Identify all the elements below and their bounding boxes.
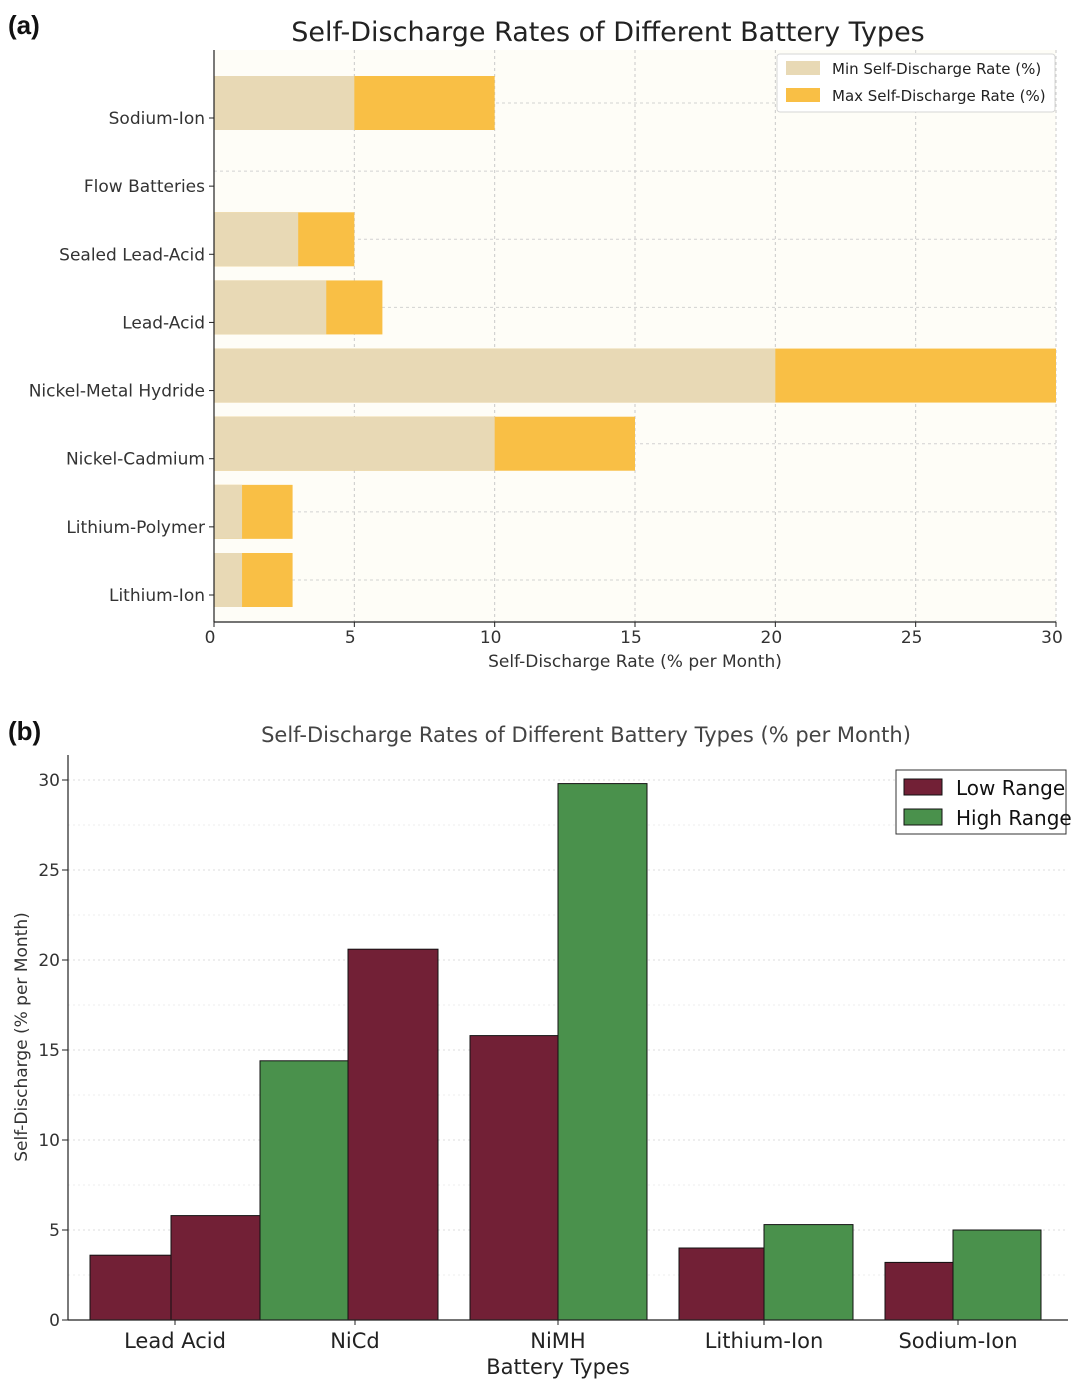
panel-a-y-tick-label: Nickel-Cadmium	[66, 450, 205, 470]
panel-b-bar	[678, 1247, 765, 1321]
panel-b-bar	[469, 1035, 559, 1321]
panel-a-y-ticks: Lithium-Ion Lithium-Polymer Nickel-Cadmium…	[29, 109, 214, 606]
panel-b-y-tick-label: 20	[38, 951, 60, 971]
panel-b-x-tick-label: NiMH	[530, 1329, 585, 1353]
panel-b-bar	[884, 1261, 954, 1321]
panel-a-x-tick-label: 30	[1041, 628, 1063, 648]
panel-b-x-tick-label: Lead Acid	[124, 1329, 226, 1353]
panel-a-bars	[214, 76, 1056, 607]
panel-a-legend-swatch-min	[786, 61, 820, 75]
panel-a-bar-min	[214, 76, 355, 130]
panel-a-legend-label-max: Max Self-Discharge Rate (%)	[832, 87, 1046, 105]
panel-b-y-tick-label: 25	[38, 861, 60, 881]
panel-b-y-tick-label: 30	[38, 771, 60, 791]
panel-b-y-tick-label: 5	[49, 1221, 60, 1241]
panel-b-bar	[170, 1215, 261, 1321]
panel-a-x-axis-label: Self-Discharge Rate (% per Month)	[488, 652, 782, 672]
panel-b-legend-label-high: High Range	[956, 806, 1072, 830]
panel-b-x-ticks: Lead Acid NiCd NiMH Lithium-Ion Sodium-Ion	[124, 1320, 1018, 1353]
panel-a-title: Self-Discharge Rates of Different Batter…	[291, 17, 925, 48]
panel-b-x-tick-label: NiCd	[330, 1329, 380, 1353]
panel-b: (b) Self-Discharge Rates of Different Ba…	[8, 716, 1072, 1379]
panel-b-y-tick-label: 10	[38, 1131, 60, 1151]
panel-b-bar	[952, 1229, 1042, 1321]
panel-a-legend-box	[776, 53, 1056, 113]
panel-b-y-tick-label: 0	[49, 1311, 60, 1331]
panel-b-x-tick-label: Lithium-Ion	[705, 1329, 824, 1353]
panel-b-y-ticks: 0 5 10 15 20 25 30	[38, 771, 68, 1331]
panel-a-y-tick-label: Lithium-Ion	[109, 586, 205, 606]
panel-a-x-tick-label: 20	[761, 628, 783, 648]
panel-b-legend: Low Range High Range	[895, 769, 1072, 835]
panel-a-bar-min	[214, 280, 327, 335]
panel-a-bar-min	[214, 212, 299, 267]
panel-a-legend-label-min: Min Self-Discharge Rate (%)	[832, 60, 1041, 78]
panel-a-bar-min	[214, 416, 495, 471]
panel-a-x-tick-label: 5	[345, 628, 356, 648]
panel-b-legend-swatch-low	[903, 778, 943, 796]
panel-b-label: (b)	[8, 716, 41, 746]
panel-a-x-tick-label: 25	[901, 628, 923, 648]
panel-b-bar	[347, 948, 439, 1321]
panel-a-bar-min	[214, 484, 243, 539]
panel-b-legend-swatch-high	[903, 808, 943, 826]
panel-a-label: (a)	[8, 10, 40, 40]
panel-a-legend: Min Self-Discharge Rate (%) Max Self-Dis…	[776, 53, 1056, 113]
panel-b-bar	[763, 1224, 854, 1321]
panel-b-bars	[89, 783, 1042, 1321]
panel-b-bar	[89, 1254, 172, 1321]
panel-b-y-axis-label: Self-Discharge (% per Month)	[12, 912, 32, 1161]
panel-a-bar-min	[214, 348, 776, 403]
panel-a-y-tick-label: Flow Batteries	[84, 177, 205, 197]
panel-a-y-tick-label: Sodium-Ion	[109, 109, 205, 129]
panel-a-x-tick-label: 10	[480, 628, 502, 648]
panel-a-x-ticks: 0 5 10 15 20 25 30	[205, 622, 1063, 648]
panel-b-x-axis-label: Battery Types	[486, 1355, 630, 1379]
panel-a-y-tick-label: Lead-Acid	[122, 313, 205, 333]
panel-b-title: Self-Discharge Rates of Different Batter…	[261, 723, 911, 747]
panel-a: (a) Self-Discharge Rates of Different Ba…	[8, 10, 1063, 672]
panel-b-x-tick-label: Sodium-Ion	[898, 1329, 1017, 1353]
panel-b-y-tick-label: 15	[38, 1041, 60, 1061]
panel-a-x-tick-label: 0	[205, 628, 216, 648]
panel-a-y-tick-label: Nickel-Metal Hydride	[29, 382, 205, 402]
panel-a-y-tick-label: Lithium-Polymer	[66, 518, 205, 538]
panel-b-legend-label-low: Low Range	[956, 776, 1065, 800]
panel-b-bar	[259, 1060, 349, 1321]
panel-a-bar-min	[214, 553, 243, 607]
panel-b-bar	[557, 783, 648, 1321]
panel-a-x-tick-label: 15	[620, 628, 642, 648]
panel-a-legend-swatch-max	[786, 88, 820, 102]
panel-a-y-tick-label: Sealed Lead-Acid	[59, 245, 205, 265]
